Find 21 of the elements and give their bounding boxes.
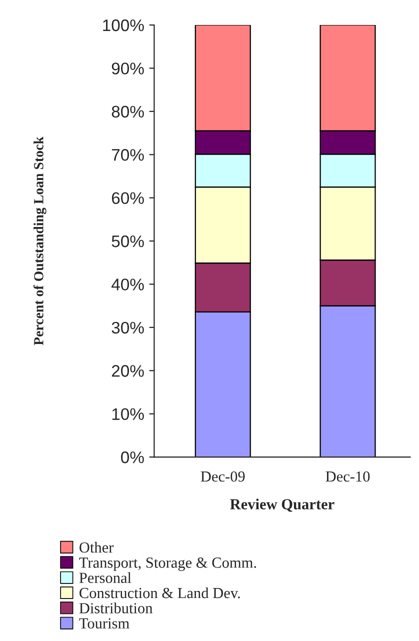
- legend-label: Distribution: [79, 602, 153, 614]
- y-tick-label: 0%: [121, 451, 144, 464]
- y-axis-title: Percent of Outstanding Loan Stock: [33, 136, 46, 346]
- legend-label: Tourism: [79, 618, 130, 629]
- x-axis-title: Review Quarter: [230, 498, 334, 512]
- y-tick-label: 70%: [112, 149, 144, 161]
- y-tick-label: 30%: [112, 322, 144, 334]
- y-tick-label: 10%: [112, 408, 144, 420]
- y-tick-label: 60%: [112, 192, 144, 204]
- legend-label: Personal: [79, 572, 132, 584]
- y-tick-label: 50%: [112, 235, 144, 248]
- legend-label: Other: [80, 542, 114, 553]
- legend-label: Construction & Land Dev.: [80, 587, 240, 598]
- x-tick-label: Dec-09: [200, 471, 245, 482]
- y-tick-label: 80%: [112, 106, 144, 118]
- x-tick-label: Dec-10: [326, 471, 370, 482]
- y-tick-label: 40%: [111, 278, 144, 290]
- y-tick-label: 100%: [103, 19, 144, 32]
- y-tick-label: 90%: [112, 62, 144, 74]
- y-tick-label: 20%: [112, 365, 144, 377]
- legend-label: Transport, Storage & Comm.: [79, 558, 256, 571]
